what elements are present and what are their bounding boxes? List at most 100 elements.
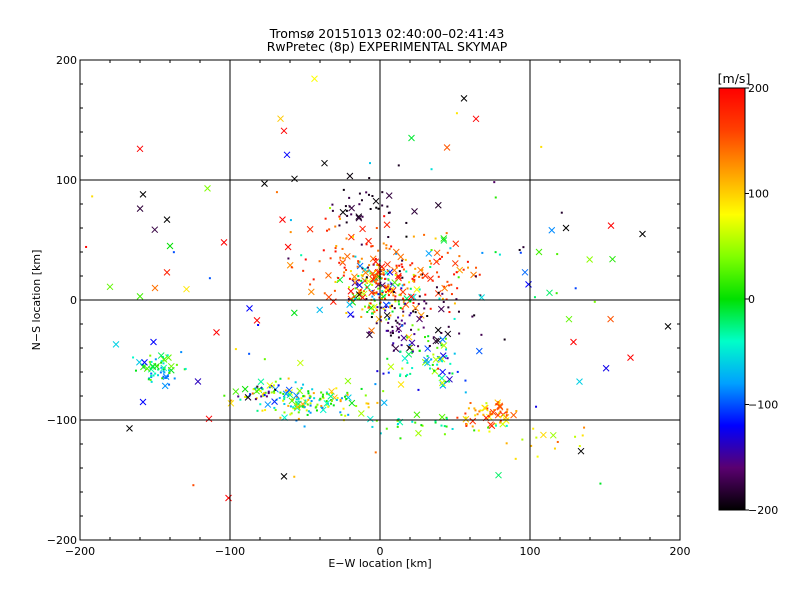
data-point-614 [365,402,368,405]
data-marker-9 [205,415,213,423]
data-point-477 [436,363,439,366]
data-point-666 [325,392,328,395]
data-point-323 [325,229,328,232]
data-point-833 [474,409,477,412]
data-point-859 [366,415,374,423]
data-marker-44 [664,323,672,330]
data-point-363 [368,177,371,180]
data-marker-0 [139,191,147,198]
colorbar-tick-label-2: 0 [748,293,755,306]
data-point-671 [319,397,322,400]
data-marker-2 [166,242,174,250]
data-point-362 [345,221,348,224]
colorbar-tick-label-4: −200 [748,504,778,517]
data-point-399 [365,191,368,194]
data-point-283 [365,286,368,289]
data-marker-42 [204,185,211,192]
data-point-767 [168,383,171,386]
data-point-33 [372,280,375,283]
data-point-156 [377,293,380,296]
data-point-651 [346,393,349,396]
data-point-125 [376,263,379,266]
data-point-737 [150,360,153,363]
data-point-583 [264,391,267,394]
data-point-248 [412,304,419,312]
data-point-169 [387,289,390,292]
data-point-864 [371,425,374,428]
data-marker-7 [183,285,190,293]
data-marker-20 [261,180,268,187]
data-point-985 [437,291,440,294]
data-point-879 [443,425,446,428]
data-point-324 [389,305,392,308]
data-point-838 [469,402,472,405]
data-point-847 [494,423,497,426]
data-point-213 [375,279,378,282]
data-point-784 [150,380,153,383]
data-point-655 [307,398,310,401]
data-point-483 [444,380,447,383]
data-point-352 [339,256,342,259]
data-point-395 [339,208,347,216]
data-point-667 [272,384,275,387]
data-point-739 [157,368,160,371]
data-point-500 [376,370,379,373]
data-point-229 [377,249,380,252]
data-point-828 [471,425,474,428]
data-point-360 [355,213,363,220]
data-point-723 [266,382,274,389]
data-point-528 [439,336,447,343]
data-point-663 [360,387,363,390]
data-point-290 [409,264,412,267]
data-marker-31 [535,248,543,256]
data-point-776 [150,376,153,379]
data-point-422 [368,331,371,334]
data-point-853 [467,407,470,410]
data-point-891 [556,440,559,443]
data-point-751 [167,369,170,372]
data-point-389 [372,197,380,205]
data-point-955 [194,378,202,385]
data-point-402 [397,316,400,319]
data-point-586 [376,401,379,404]
data-point-897 [505,442,508,445]
data-point-820 [479,409,482,412]
data-point-112 [381,291,384,294]
colorbar [718,87,746,511]
data-marker-23 [246,305,253,312]
data-point-53 [394,300,397,303]
data-point-404 [380,306,383,309]
data-point-786 [164,376,167,379]
data-point-335 [348,277,351,280]
data-point-235 [436,271,439,274]
data-point-38 [347,298,350,301]
data-point-197 [430,262,433,265]
data-point-353 [375,291,378,294]
data-point-304 [342,257,345,260]
data-point-365 [369,207,372,210]
data-point-519 [386,357,389,360]
data-point-109 [397,300,400,303]
data-marker-26 [408,134,415,142]
data-point-314 [353,295,356,298]
data-point-565 [261,393,264,396]
data-point-205 [399,294,402,297]
data-marker-14 [150,338,157,346]
data-point-149 [387,279,390,282]
data-point-715 [285,386,293,394]
y-tick-label-2: 0 [70,294,77,307]
data-point-844 [465,424,468,427]
data-point-182 [335,244,338,247]
data-point-817 [477,429,480,432]
data-point-954 [586,256,594,263]
data-point-656 [309,411,312,414]
data-point-578 [311,388,314,391]
data-point-312 [383,215,386,218]
data-point-662 [293,407,296,410]
data-point-423 [366,331,373,339]
data-point-782 [160,364,168,372]
data-point-138 [412,273,415,276]
data-point-986 [398,283,401,286]
data-point-239 [462,268,465,271]
data-point-620 [274,380,277,383]
